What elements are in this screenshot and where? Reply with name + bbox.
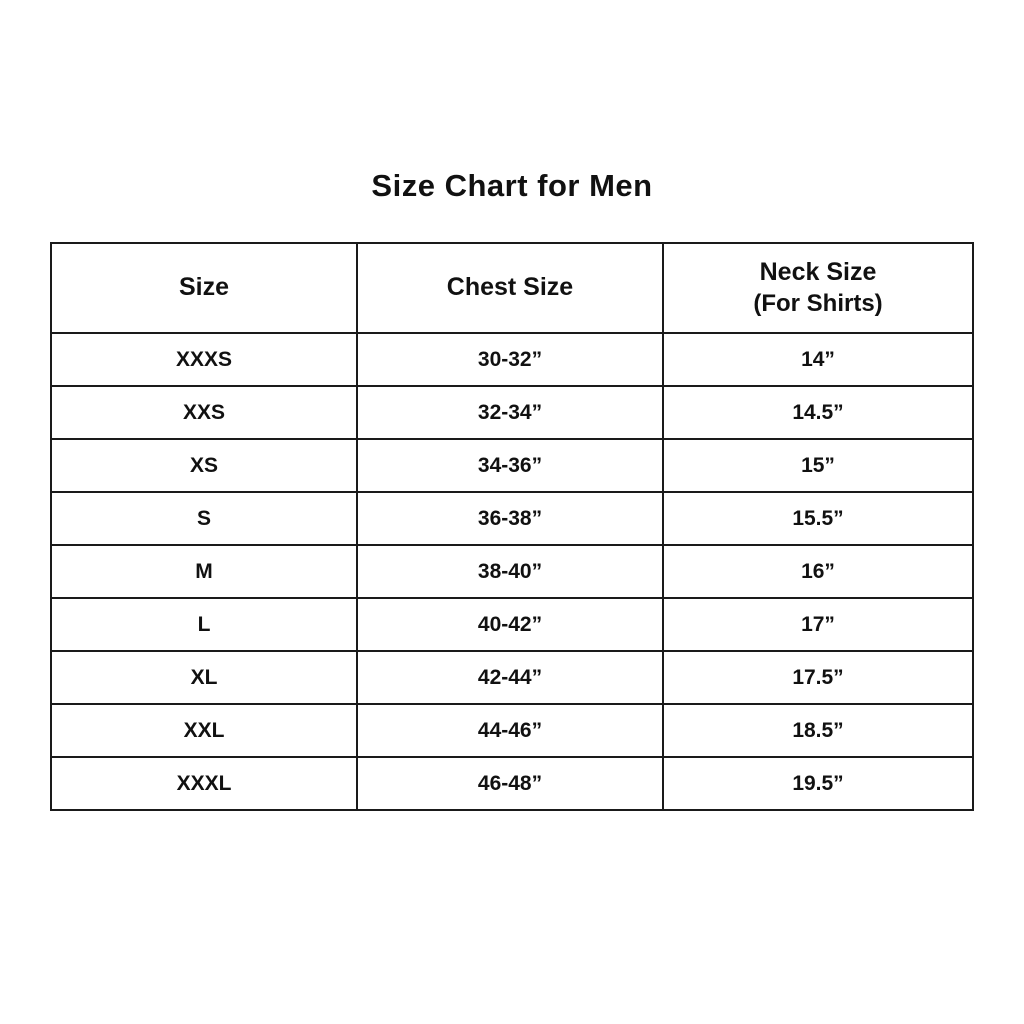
column-header-size: Size [50,242,358,334]
size-cell: L [50,597,358,652]
chest-cell: 42-44” [356,650,664,705]
column-header-neck-size: Neck Size (For Shirts) [662,242,974,334]
size-cell: XXL [50,703,358,758]
chest-cell: 30-32” [356,332,664,387]
neck-cell: 17” [662,597,974,652]
neck-cell: 14.5” [662,385,974,440]
neck-cell: 14” [662,332,974,387]
chest-cell: 36-38” [356,491,664,546]
chest-cell: 40-42” [356,597,664,652]
neck-cell: 15.5” [662,491,974,546]
chest-cell: 32-34” [356,385,664,440]
chest-cell: 44-46” [356,703,664,758]
column-header-neck-size-sublabel: (For Shirts) [753,289,883,317]
size-chart-table: Size Chest Size Neck Size (For Shirts) X… [50,242,974,811]
size-cell: XL [50,650,358,705]
table-row: M 38-40” 16” [50,544,974,599]
neck-cell: 17.5” [662,650,974,705]
size-cell: XS [50,438,358,493]
table-row: XS 34-36” 15” [50,438,974,493]
column-header-neck-size-label: Neck Size [759,258,877,287]
chest-cell: 46-48” [356,756,664,811]
table-row: XL 42-44” 17.5” [50,650,974,705]
size-cell: S [50,491,358,546]
size-cell: XXS [50,385,358,440]
column-header-chest-size-label: Chest Size [446,273,574,302]
table-row: S 36-38” 15.5” [50,491,974,546]
column-header-size-label: Size [178,273,230,302]
table-row: XXL 44-46” 18.5” [50,703,974,758]
chest-cell: 38-40” [356,544,664,599]
column-header-chest-size: Chest Size [356,242,664,334]
table-row: L 40-42” 17” [50,597,974,652]
neck-cell: 19.5” [662,756,974,811]
table-header-row: Size Chest Size Neck Size (For Shirts) [50,242,974,334]
neck-cell: 15” [662,438,974,493]
neck-cell: 16” [662,544,974,599]
size-cell: XXXL [50,756,358,811]
page-title: Size Chart for Men [371,168,653,203]
size-cell: XXXS [50,332,358,387]
table-row: XXS 32-34” 14.5” [50,385,974,440]
size-cell: M [50,544,358,599]
chest-cell: 34-36” [356,438,664,493]
neck-cell: 18.5” [662,703,974,758]
table-row: XXXL 46-48” 19.5” [50,756,974,811]
table-row: XXXS 30-32” 14” [50,332,974,387]
